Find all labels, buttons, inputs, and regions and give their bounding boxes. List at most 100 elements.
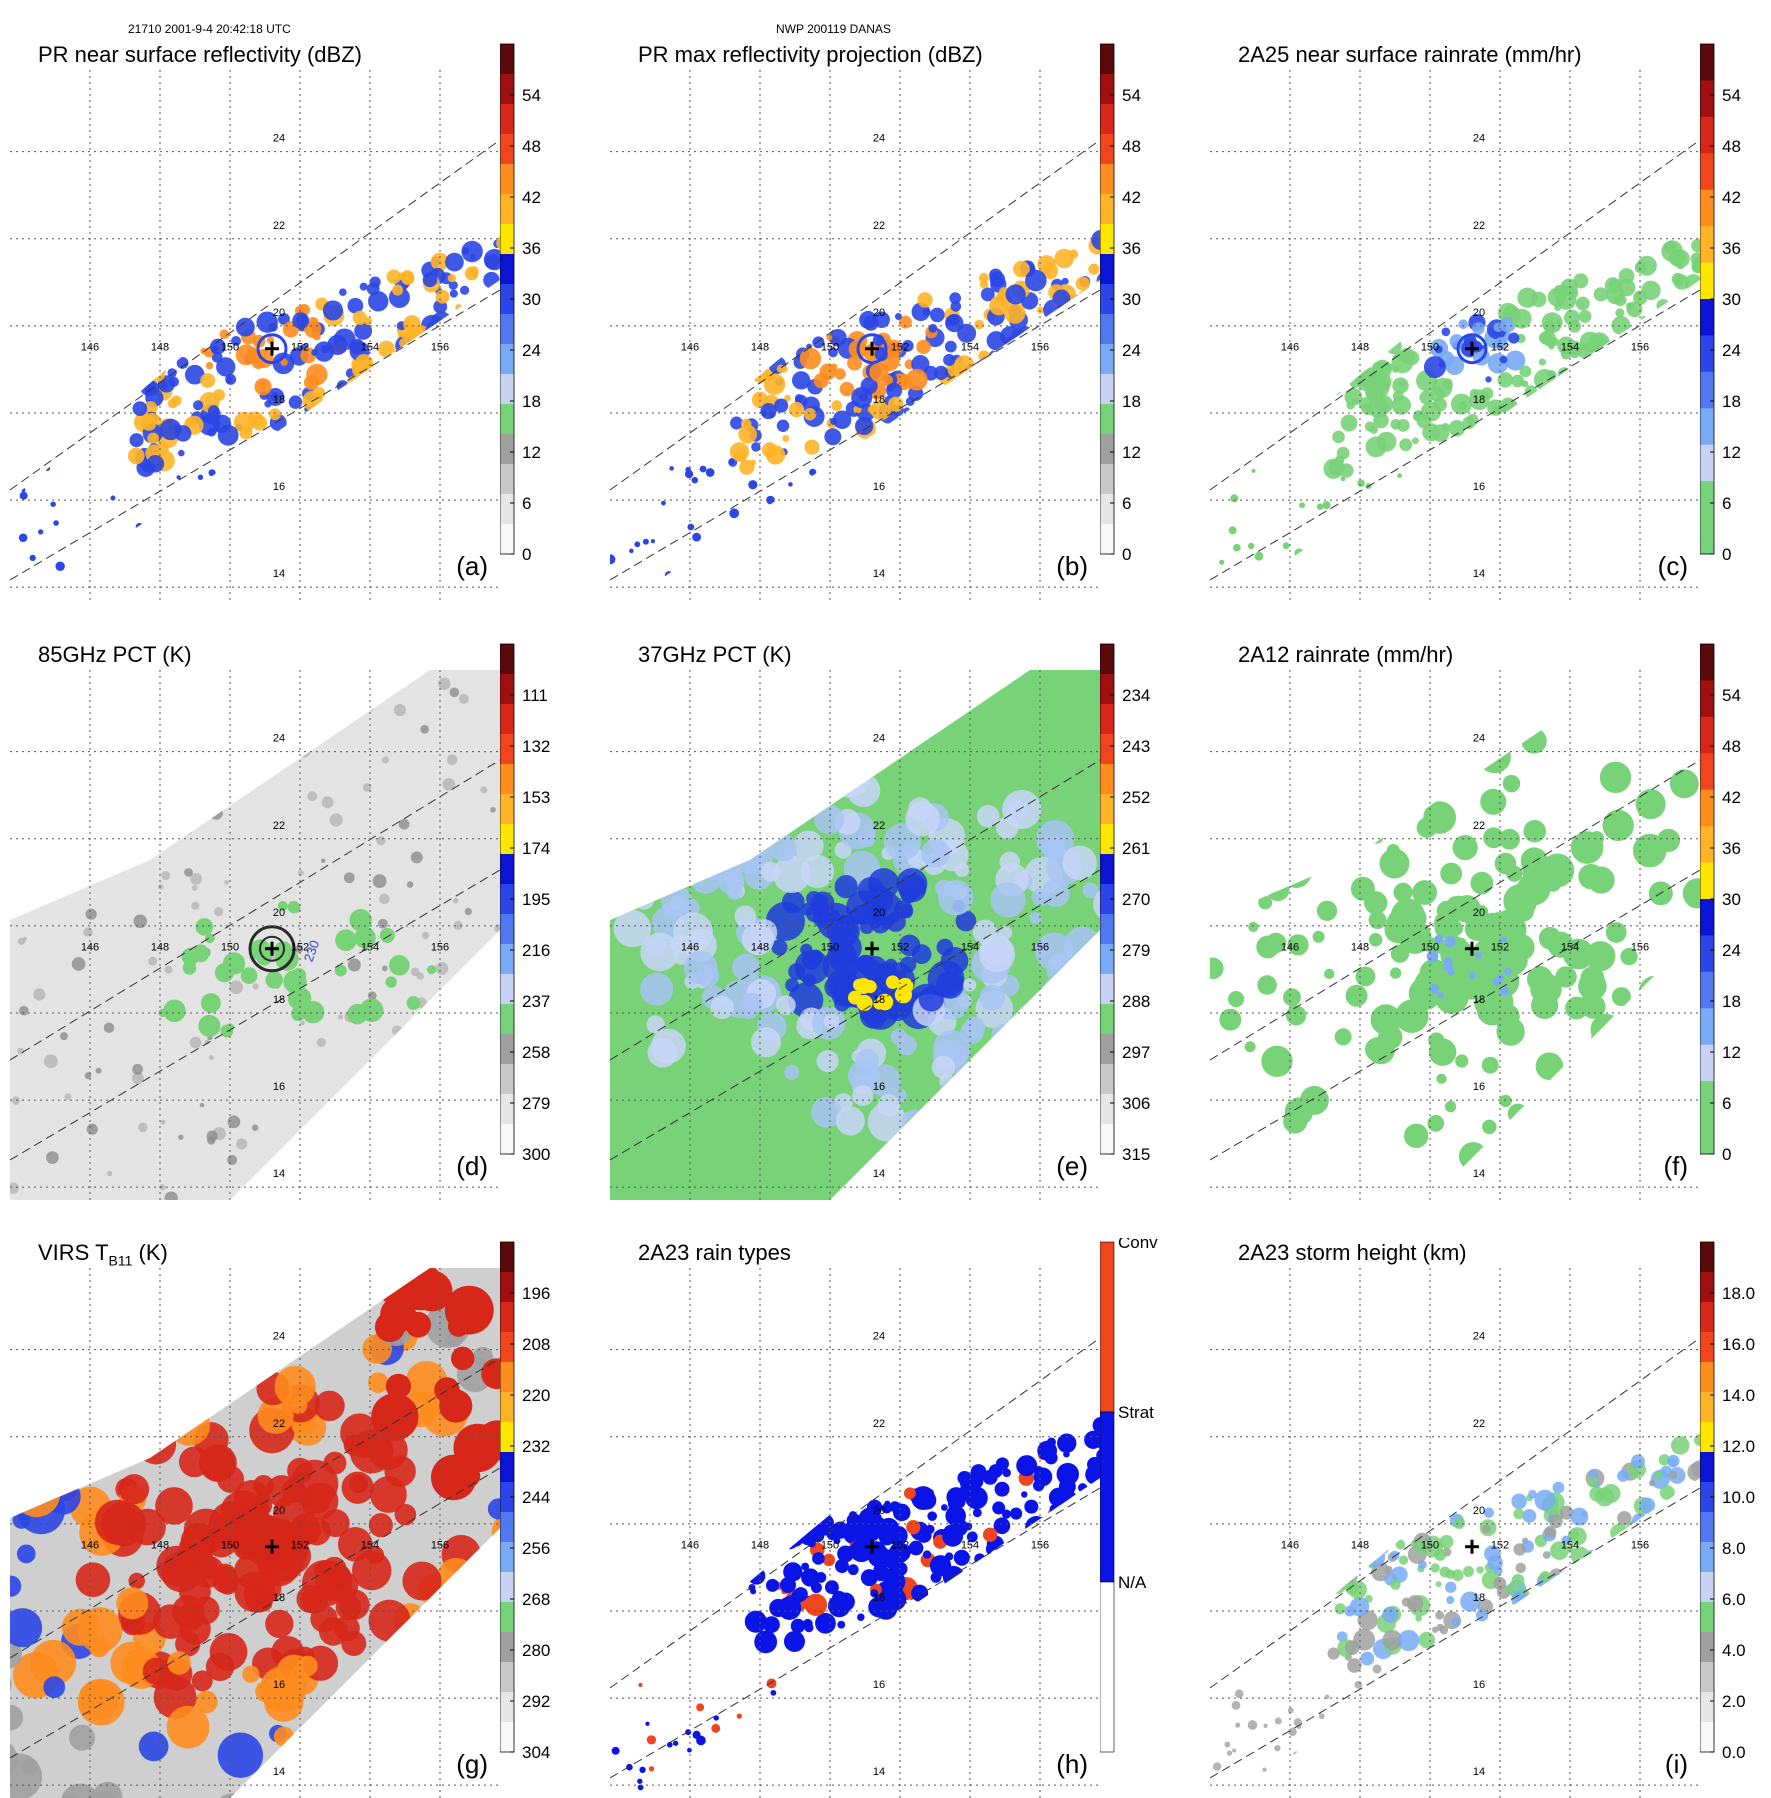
colorbar-tick-label: 48 <box>1722 737 1741 756</box>
lon-tick-label: 146 <box>681 1540 699 1552</box>
colorbar-segment <box>500 464 514 495</box>
lon-tick-label: 156 <box>1031 342 1049 354</box>
lat-tick-label: 14 <box>873 1766 885 1778</box>
colorbar-segment <box>1700 1008 1714 1045</box>
colorbar-segment <box>1700 826 1714 863</box>
colorbar-segment <box>1700 1542 1714 1573</box>
colorbar-segment <box>1100 1004 1114 1035</box>
colorbar-segment <box>500 344 514 375</box>
lon-tick-label: 152 <box>291 942 309 954</box>
colorbar-segment <box>1100 674 1114 705</box>
colorbar-tick-label: 42 <box>522 188 541 207</box>
lon-tick-label: 156 <box>1631 942 1649 954</box>
colorbar-tick-label: 216 <box>522 941 550 960</box>
colorbar-segment <box>1100 704 1114 735</box>
colorbar-segment <box>1100 224 1114 255</box>
lon-tick-label: 156 <box>1631 1540 1649 1552</box>
colorbar-tick-label: 252 <box>1122 788 1150 807</box>
panel-title-f: 2A12 rainrate (mm/hr) <box>1238 642 1453 668</box>
lon-tick-label: 150 <box>1421 342 1439 354</box>
lat-tick-label: 14 <box>873 568 885 580</box>
colorbar-tick-label: 24 <box>1122 341 1141 360</box>
colorbar-segment <box>1100 254 1114 285</box>
colorbar-tick-label: 6 <box>1122 494 1131 513</box>
colorbar-segment <box>500 1242 514 1273</box>
colorbar-segment <box>1700 1512 1714 1543</box>
lon-tick-label: 150 <box>221 942 239 954</box>
lat-tick-label: 22 <box>1473 1418 1485 1430</box>
lon-tick-label: 154 <box>361 942 379 954</box>
lat-tick-label: 18 <box>1473 1592 1485 1604</box>
lon-tick-label: 148 <box>751 1540 769 1552</box>
panel-title-d: 85GHz PCT (K) <box>38 642 192 668</box>
lat-tick-label: 14 <box>273 1766 285 1778</box>
colorbar-tick-label: 42 <box>1122 188 1141 207</box>
lon-tick-label: 154 <box>961 342 979 354</box>
lon-tick-label: 152 <box>1491 1540 1509 1552</box>
colorbar-segment <box>500 1602 514 1633</box>
colorbar-segment <box>1700 717 1714 754</box>
colorbar-tick-label: 0 <box>1122 545 1131 560</box>
colorbar-segment <box>500 824 514 855</box>
colorbar-segment <box>1700 117 1714 154</box>
lon-tick-label: 146 <box>681 342 699 354</box>
lat-tick-label: 18 <box>273 994 285 1006</box>
colorbar-tick-label: 18 <box>1722 992 1741 1011</box>
lon-tick-label: 152 <box>291 1540 309 1552</box>
colorbar-segment <box>1100 1064 1114 1095</box>
colorbar-segment <box>1100 74 1114 105</box>
colorbar-tick-label: 30 <box>1722 290 1741 309</box>
colorbar-tick-label: 36 <box>1722 239 1741 258</box>
colorbar-tick-label: 14.0 <box>1722 1386 1755 1405</box>
swath-b <box>610 150 1100 600</box>
colorbar-tick-label: 0 <box>1722 1145 1731 1160</box>
colorbar-segment <box>500 134 514 165</box>
colorbar-segment <box>500 1064 514 1095</box>
lon-tick-label: 154 <box>961 942 979 954</box>
colorbar-tick-label: 48 <box>522 137 541 156</box>
colorbar-segment <box>1700 644 1714 681</box>
lat-tick-label: 24 <box>873 1331 885 1343</box>
colorbar-tick-label: 16.0 <box>1722 1335 1755 1354</box>
lon-tick-label: 152 <box>1491 942 1509 954</box>
panel-label-b: (b) <box>1056 551 1088 582</box>
lat-tick-label: 14 <box>1473 1168 1485 1180</box>
colorbar-tick-label: 243 <box>1122 737 1150 756</box>
colorbar-segment <box>1100 1242 1114 1412</box>
panel-title-a: PR near surface reflectivity (dBZ) <box>38 42 362 68</box>
colorbar-segment <box>1700 263 1714 300</box>
colorbar-tick-label: 153 <box>522 788 550 807</box>
colorbar-tick-label: Strat <box>1118 1403 1154 1422</box>
lat-tick-label: 24 <box>1473 133 1485 145</box>
colorbar-segment <box>1700 335 1714 372</box>
colorbar-tick-label: 12 <box>1722 443 1741 462</box>
lon-tick-label: 154 <box>961 1540 979 1552</box>
colorbar-segment <box>500 644 514 675</box>
colorbar-segment <box>500 434 514 465</box>
lon-tick-label: 156 <box>431 342 449 354</box>
lon-tick-label: 148 <box>151 342 169 354</box>
colorbar-segment <box>1700 1362 1714 1393</box>
colorbar-segment <box>1700 44 1714 81</box>
colorbar-tick-label: 12 <box>1122 443 1141 462</box>
lon-tick-label: 148 <box>151 1540 169 1552</box>
colorbar-segment <box>1700 899 1714 936</box>
lat-tick-label: 22 <box>873 1418 885 1430</box>
colorbar-segment <box>500 1662 514 1693</box>
colorbar-segment <box>1700 226 1714 263</box>
colorbar-segment <box>1700 790 1714 827</box>
colorbar-segment <box>1100 644 1114 675</box>
lat-tick-label: 22 <box>1473 820 1485 832</box>
colorbar-segment <box>1100 1124 1114 1155</box>
lon-tick-label: 148 <box>151 942 169 954</box>
colorbar-segment <box>1100 764 1114 795</box>
colorbar-segment <box>1100 1412 1114 1582</box>
lon-tick-label: 148 <box>1351 942 1369 954</box>
